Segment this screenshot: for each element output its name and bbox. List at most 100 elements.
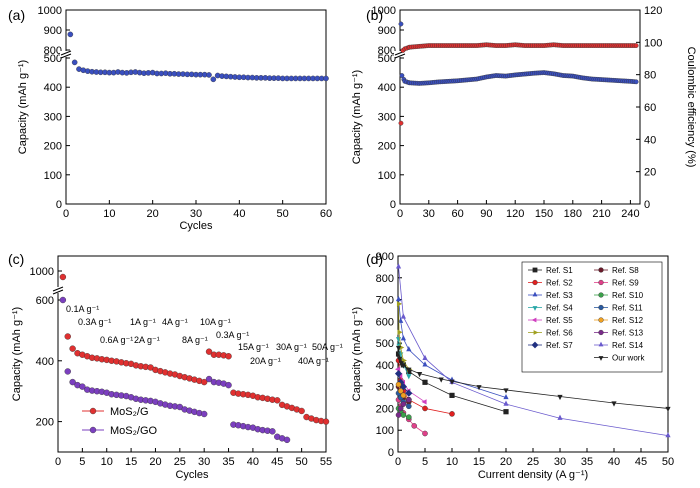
y-axis-label: Capacity (mAh g⁻¹) — [11, 307, 23, 401]
data-point — [503, 388, 509, 394]
data-point — [503, 409, 509, 415]
y-tick-label: 400 — [44, 82, 62, 94]
y-axis-label: Capacity (mAh g⁻¹) — [351, 307, 363, 401]
data-point — [59, 273, 67, 281]
data-point — [64, 368, 71, 375]
legend-marker — [598, 317, 604, 323]
legend-label: Ref. S8 — [612, 266, 639, 275]
y-tick-label: 600 — [376, 316, 394, 328]
y-tick-label: 800 — [378, 45, 396, 57]
y-tick-label: 1000 — [38, 5, 62, 17]
data-point — [449, 411, 455, 417]
y-tick-label: 300 — [378, 111, 396, 123]
x-tick-label: 5 — [79, 456, 85, 468]
legend-label: MoS₂/GO — [110, 425, 158, 437]
data-point — [400, 401, 407, 407]
data-point — [69, 345, 76, 352]
data-point — [205, 348, 213, 355]
data-point — [557, 394, 563, 401]
y2-tick-label: 100 — [644, 37, 662, 49]
data-point — [395, 345, 402, 352]
y-tick-label: 500 — [376, 338, 394, 350]
legend-marker — [598, 279, 604, 286]
y2-axis-label: Coulombic efficiency (%) — [685, 47, 697, 168]
y-tick-label: 800 — [44, 45, 62, 57]
y-tick-label: 600 — [36, 295, 54, 307]
panel-label: (a) — [8, 7, 25, 23]
data-point — [395, 263, 402, 269]
panel-label: (b) — [366, 7, 383, 23]
plot-frame — [57, 255, 327, 453]
x-axis-label: Cycles — [175, 469, 209, 481]
legend-marker — [89, 426, 97, 434]
data-point — [269, 428, 276, 435]
y-tick-label: 0 — [390, 199, 396, 211]
data-point — [449, 392, 455, 398]
data-point — [394, 370, 403, 378]
x-tick-label: 60 — [451, 208, 463, 220]
y-tick-label: 1000 — [372, 5, 396, 17]
y-tick-label: 900 — [378, 25, 396, 37]
rate-annotation: 1A g⁻¹ — [130, 317, 156, 327]
y-tick-label: 900 — [44, 25, 62, 37]
data-point — [225, 353, 232, 360]
x-tick-label: 15 — [125, 456, 137, 468]
x-tick-label: 150 — [535, 208, 553, 220]
data-point — [417, 372, 423, 378]
y2-tick-label: 120 — [644, 5, 662, 17]
data-point — [422, 405, 428, 412]
y-tick-label: 500 — [44, 53, 62, 65]
x-tick-label: 180 — [564, 208, 582, 220]
x-tick-label: 35 — [581, 456, 593, 468]
y-tick-label: 200 — [378, 141, 396, 153]
axis-break-mark — [394, 53, 406, 59]
data-point — [449, 379, 455, 385]
x-tick-label: 40 — [247, 456, 259, 468]
y-tick-label: 100 — [376, 425, 394, 437]
x-tick-label: 20 — [500, 456, 512, 468]
data-point — [283, 436, 291, 444]
data-point — [399, 383, 407, 391]
legend-marker — [598, 304, 604, 311]
data-point — [59, 296, 67, 304]
data-point — [422, 354, 428, 360]
data-point — [399, 73, 405, 78]
x-tick-label: 10 — [446, 456, 458, 468]
x-tick-label: 10 — [103, 208, 115, 220]
data-point — [411, 423, 418, 429]
data-point — [405, 414, 412, 420]
rate-annotation: 10A g⁻¹ — [200, 317, 231, 327]
y-axis-label: Capacity (mAh g⁻¹) — [351, 70, 363, 164]
plot-frame — [65, 9, 327, 205]
rate-annotation: 4A g⁻¹ — [162, 317, 188, 327]
x-tick-label: 30 — [198, 456, 210, 468]
axis-break-mark — [60, 50, 72, 56]
legend-marker — [532, 267, 538, 273]
x-tick-label: 40 — [608, 456, 620, 468]
axis-break-mark — [52, 289, 64, 295]
x-tick-label: 0 — [395, 456, 401, 468]
axis-break-mask — [60, 51, 72, 57]
y-tick-label: 0 — [388, 447, 394, 459]
data-point — [400, 363, 406, 369]
data-point — [557, 414, 563, 420]
legend-marker — [598, 329, 604, 336]
x-tick-label: 240 — [621, 208, 639, 220]
data-point — [200, 378, 208, 386]
data-point — [611, 401, 617, 407]
y-tick-label: 400 — [376, 360, 394, 372]
x-tick-label: 50 — [277, 208, 289, 220]
x-tick-label: 35 — [222, 456, 234, 468]
data-point — [438, 377, 444, 383]
y2-tick-label: 20 — [644, 167, 656, 179]
data-point — [422, 361, 428, 367]
data-point — [79, 383, 86, 390]
rate-annotation: 30A g⁻¹ — [276, 342, 307, 352]
y-tick-label: 100 — [44, 170, 62, 182]
data-point — [398, 317, 404, 323]
x-tick-label: 30 — [190, 208, 202, 220]
legend-label: Ref. S13 — [612, 329, 644, 338]
data-point — [205, 375, 213, 383]
legend-label: Ref. S1 — [546, 266, 573, 275]
